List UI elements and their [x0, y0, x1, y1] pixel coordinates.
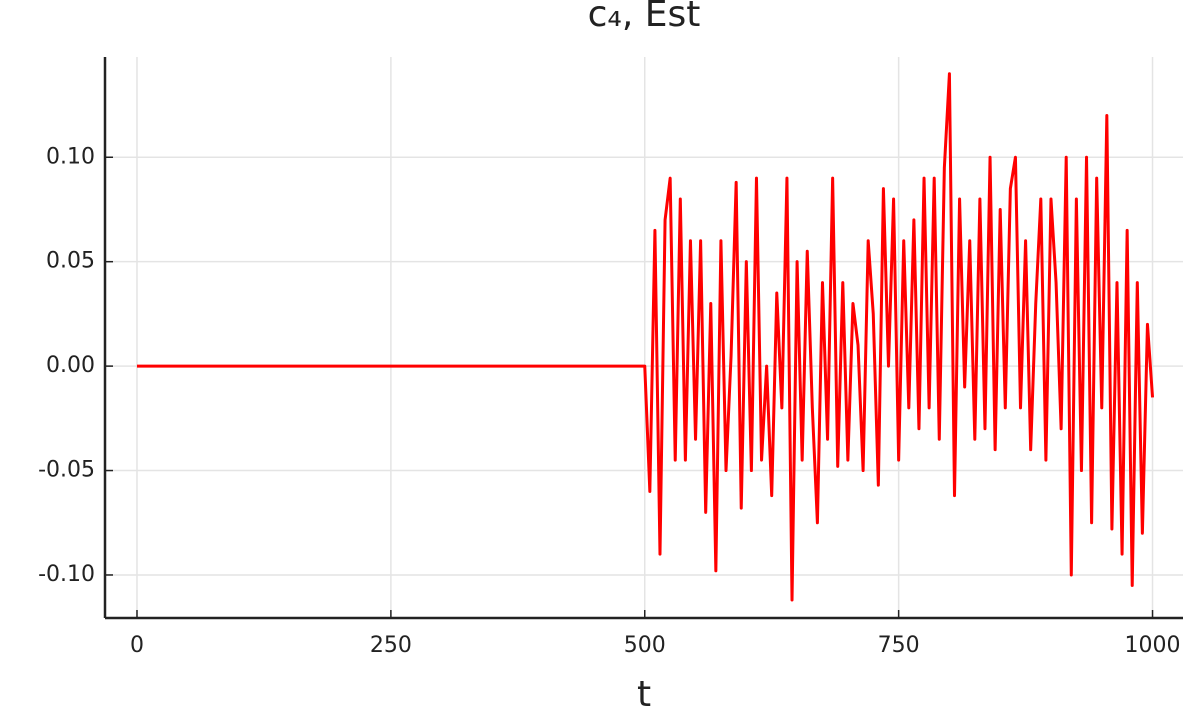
x-tick-label: 250: [370, 633, 412, 658]
y-tick-label: 0.10: [46, 144, 95, 169]
data-line: [136, 72, 1155, 602]
y-tick-label: -0.05: [38, 458, 95, 483]
x-axis-label: t: [637, 674, 651, 715]
x-tick-label: 500: [624, 633, 666, 658]
chart-title: c₄, Est: [588, 0, 701, 35]
x-tick-label: 750: [878, 633, 920, 658]
x-tick-label: 0: [130, 633, 144, 658]
y-tick-label: -0.10: [38, 562, 95, 587]
y-tick-label: 0.05: [46, 249, 95, 274]
y-tick-label: 0.00: [46, 353, 95, 378]
x-tick-label: 1000: [1125, 633, 1181, 658]
